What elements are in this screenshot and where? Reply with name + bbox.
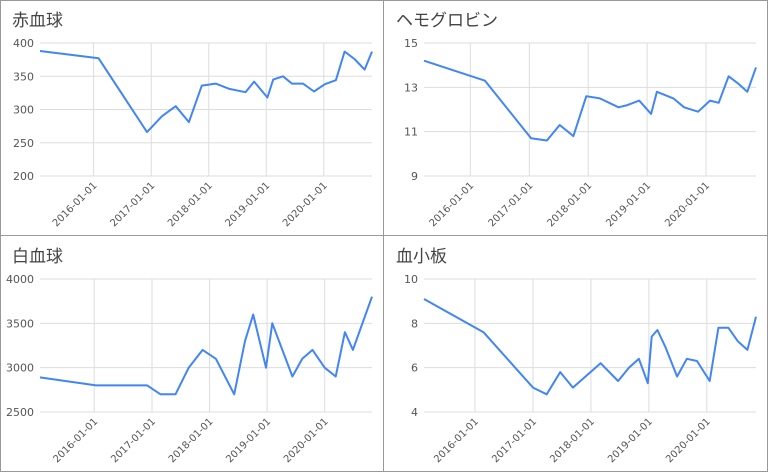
y-tick-label: 2500	[6, 406, 34, 419]
chart-title: 白血球	[12, 247, 63, 267]
x-tick-label: 2019-01-01	[224, 180, 273, 229]
x-tick-label: 2019-01-01	[606, 416, 655, 465]
x-tick-label: 2020-01-01	[281, 180, 330, 229]
y-tick-label: 15	[404, 37, 418, 50]
y-tick-label: 13	[404, 81, 418, 94]
y-tick-label: 11	[404, 126, 418, 139]
y-tick-label: 6	[411, 362, 418, 375]
y-tick-label: 300	[13, 104, 34, 117]
x-tick-label: 2020-01-01	[282, 416, 331, 465]
chart-panel: ヘモグロビン 9 11 13 15 2016-01-01 2017-01-01 2018-01…	[396, 11, 757, 229]
y-tick-label: 350	[13, 70, 34, 83]
data-line	[39, 296, 373, 396]
x-tick-label: 2020-01-01	[664, 416, 713, 465]
x-tick-label: 2018-01-01	[166, 180, 215, 229]
data-line	[39, 50, 373, 134]
chart-title: ヘモグロビン	[396, 11, 498, 31]
x-tick-label: 2016-01-01	[51, 416, 100, 465]
x-tick-label: 2017-01-01	[109, 416, 158, 465]
y-tick-label: 200	[13, 170, 34, 183]
y-tick-label: 250	[13, 137, 34, 150]
data-line	[423, 59, 757, 142]
y-tick-label: 9	[411, 170, 418, 183]
x-tick-label: 2020-01-01	[663, 180, 712, 229]
x-tick-label: 2017-01-01	[487, 180, 536, 229]
x-tick-label: 2016-01-01	[51, 180, 100, 229]
x-tick-label: 2018-01-01	[545, 180, 594, 229]
y-tick-label: 4000	[6, 273, 34, 286]
chart-title: 赤血球	[12, 11, 63, 31]
y-tick-label: 3500	[6, 317, 34, 330]
x-tick-label: 2019-01-01	[224, 416, 273, 465]
x-tick-label: 2018-01-01	[167, 416, 216, 465]
y-tick-label: 8	[411, 317, 418, 330]
y-tick-label: 400	[13, 37, 34, 50]
x-tick-label: 2018-01-01	[548, 416, 597, 465]
data-line	[423, 298, 757, 396]
chart-title: 血小板	[396, 247, 447, 267]
x-tick-label: 2017-01-01	[108, 180, 157, 229]
y-tick-label: 3000	[6, 362, 34, 375]
x-tick-label: 2019-01-01	[604, 180, 653, 229]
y-tick-label: 4	[411, 406, 418, 419]
x-tick-label: 2016-01-01	[432, 416, 481, 465]
y-tick-label: 10	[404, 273, 418, 286]
x-tick-label: 2017-01-01	[490, 416, 539, 465]
x-tick-label: 2016-01-01	[428, 180, 477, 229]
